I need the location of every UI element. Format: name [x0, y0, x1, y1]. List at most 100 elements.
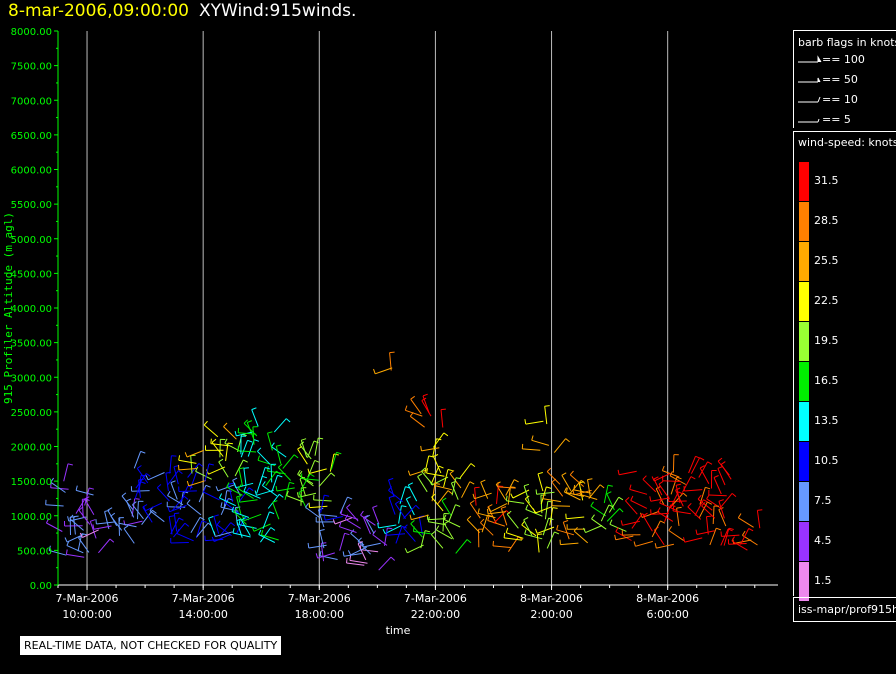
barb-flag [296, 492, 299, 498]
wind-barb [672, 454, 675, 473]
wind-barb [357, 543, 367, 561]
wind-barb [418, 516, 423, 535]
wind-barb [378, 524, 397, 529]
barb-flag [210, 438, 212, 444]
wind-barbs [45, 351, 763, 571]
barb-flag [408, 482, 414, 486]
barb-flag [176, 528, 180, 534]
wind-barb [165, 473, 169, 492]
wind-barb [317, 552, 335, 559]
wind-barb [77, 533, 83, 552]
wind-barb [134, 481, 142, 500]
barb-flag [300, 473, 303, 479]
wind-barb [600, 504, 610, 522]
wind-barb [523, 485, 530, 504]
y-tick-label: 7000.00 [11, 96, 52, 107]
barb-flag [137, 465, 142, 469]
x-tick-time: 22:00:00 [411, 608, 460, 621]
y-axis-label: 915 Profiler Altitude (m agl) [2, 212, 15, 404]
wind-barb [403, 527, 416, 542]
speed-color-swatch [799, 442, 809, 481]
wind-barb [244, 513, 262, 522]
barb-flag [372, 505, 378, 508]
barb-flag [580, 479, 586, 484]
barb-flag [285, 418, 291, 423]
wind-barb [286, 495, 304, 503]
barb-flag [257, 447, 262, 452]
barb-flag [298, 489, 304, 493]
speed-color-swatch [799, 402, 809, 441]
barb-flag [620, 520, 623, 526]
barb-flag [156, 484, 162, 489]
wind-barb [46, 522, 63, 532]
barb-flag [544, 405, 550, 407]
wind-barb [84, 498, 95, 516]
wind-barb [307, 460, 316, 478]
barb-flag [215, 486, 219, 492]
barb-flag [264, 467, 271, 470]
wind-barb [362, 517, 371, 535]
barb-flag [591, 514, 595, 520]
wind-barb [257, 450, 271, 465]
source-label: iss-mapr/prof915h [793, 597, 896, 622]
x-tick-date: 7-Mar-2006 [56, 592, 119, 605]
barb-flag [552, 507, 558, 509]
wind-barb [546, 531, 555, 549]
barb-flag-label: == 50 [822, 73, 858, 86]
wind-barb [262, 511, 270, 529]
wind-barb [138, 479, 141, 498]
wind-barb [93, 525, 112, 530]
wind-barb [273, 418, 287, 433]
barb-flag [524, 419, 527, 425]
wind-barb [461, 481, 471, 498]
barb-flag [633, 541, 636, 547]
wind-barb [492, 545, 511, 548]
y-tick-label: 2000.00 [11, 443, 52, 454]
barb-flag [428, 455, 434, 458]
wind-barb [384, 525, 402, 535]
barb-flag [430, 531, 436, 535]
wind-barb [169, 455, 172, 474]
wind-barb [188, 480, 207, 487]
barb-flag [346, 504, 351, 508]
barb-flag [642, 475, 647, 480]
barb-flag-row: == 50 [798, 73, 858, 86]
barb-flag [477, 508, 480, 514]
barb-flag [682, 492, 688, 497]
barb-flag [243, 486, 247, 492]
wind-barb [556, 529, 575, 536]
barb-flag [569, 470, 574, 476]
barb-flag [503, 532, 506, 538]
wind-barb [186, 503, 202, 516]
barb-flag [346, 557, 348, 564]
wind-barb [124, 520, 143, 526]
wind-barb [670, 492, 684, 507]
wind-barb [82, 529, 99, 538]
barb-flag [466, 539, 472, 544]
wind-barb [537, 473, 544, 492]
barb-flag-icon [798, 77, 821, 83]
wind-barb [522, 448, 541, 451]
speed-label: 19.5 [814, 334, 839, 347]
barb-flag [297, 469, 301, 475]
barb-flag-row: == 100 [798, 53, 865, 66]
barb-flag [211, 536, 215, 542]
barb-flag [706, 515, 712, 518]
wind-barb [573, 489, 592, 496]
speed-label: 31.5 [814, 174, 839, 187]
wind-barb [236, 496, 242, 515]
wind-barb [398, 505, 402, 524]
wind-barb [696, 530, 715, 535]
axes: 7-Mar-2006 10:00:00 7-Mar-2006 14:00:00 7-Ma… [2, 27, 778, 637]
wind-barb [320, 495, 325, 513]
wind-barb [662, 480, 681, 482]
barb-flag [95, 519, 97, 525]
wind-barb [448, 504, 456, 522]
barb-flag [523, 483, 530, 487]
barb-flag [436, 438, 442, 441]
wind-barb [217, 484, 235, 492]
barb-flag [524, 529, 527, 535]
barb-flag [661, 465, 665, 471]
barb-flag [683, 537, 686, 543]
wind-barb [443, 523, 454, 540]
